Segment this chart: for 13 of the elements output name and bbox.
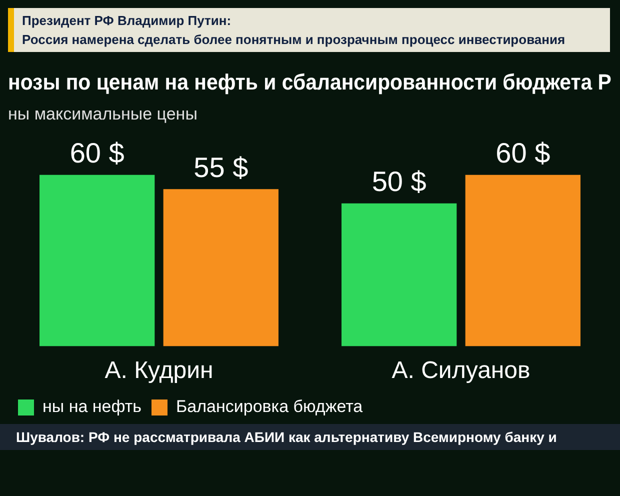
data-label: 50 $: [372, 166, 427, 198]
data-label: 60 $: [70, 138, 125, 169]
text: Россия намерена сделать более понятным и прозрачным процесс инвестирования: [22, 31, 566, 49]
data-label: 55 $: [194, 152, 249, 183]
data-label: 60 $: [496, 138, 551, 169]
text: Шувалов: РФ не рассматривала АБИИ как альтернативу Всемирному банку и: [0, 424, 620, 450]
legend-label: ны на нефть: [42, 397, 142, 416]
chart-title: нозы по ценам на нефть и сбалансированности бюджета Р: [8, 70, 612, 94]
chart-subtitle: ны максимальные цены: [8, 104, 198, 124]
x-tick-label: А. Силуанов: [392, 357, 530, 384]
text: Президент РФ Владимир Путин:: [22, 12, 232, 30]
legend-label: Балансировка бюджета: [176, 397, 364, 416]
x-tick-label: А. Кудрин: [104, 357, 214, 384]
